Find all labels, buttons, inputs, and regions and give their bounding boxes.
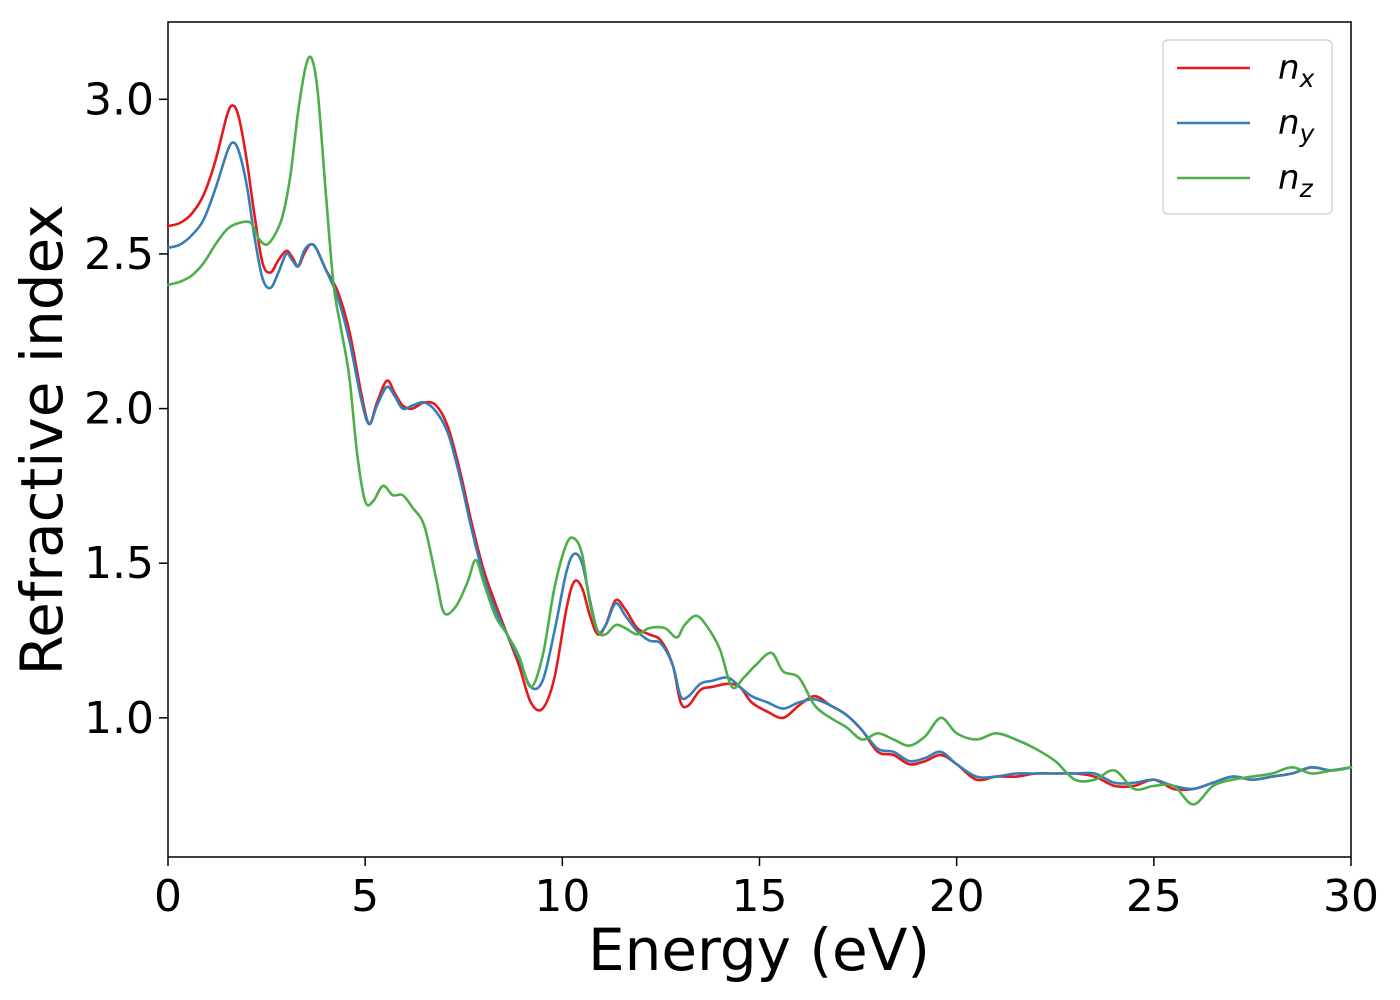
- y-tick-label: 2.0: [84, 384, 154, 435]
- x-tick-label: 5: [351, 871, 379, 922]
- y-tick-label: 1.5: [84, 538, 154, 589]
- series-layer: [166, 55, 1353, 806]
- y-tick-label: 1.0: [84, 693, 154, 744]
- x-tick-label: 25: [1126, 871, 1182, 922]
- plot-area: [167, 21, 1352, 858]
- x-tick-label: 10: [534, 871, 590, 922]
- legend-box: [1162, 39, 1333, 215]
- series-line-n-z: [166, 55, 1353, 806]
- x-tick-label: 15: [732, 871, 788, 922]
- x-tick-label: 30: [1323, 871, 1379, 922]
- y-tick-label: 3.0: [84, 74, 154, 125]
- x-tick-label: 20: [929, 871, 985, 922]
- x-axis-title: Energy (eV): [588, 916, 930, 984]
- series-line-n-y: [166, 141, 1353, 791]
- x-axis-ticks: 0 5 10 15 20 25 30: [154, 857, 1379, 922]
- x-tick-label: 0: [154, 871, 182, 922]
- y-axis-ticks: 1.0 1.5 2.0 2.5 3.0: [84, 74, 168, 744]
- y-axis-title: Refractive index: [8, 204, 76, 675]
- y-tick-label: 2.5: [84, 229, 154, 280]
